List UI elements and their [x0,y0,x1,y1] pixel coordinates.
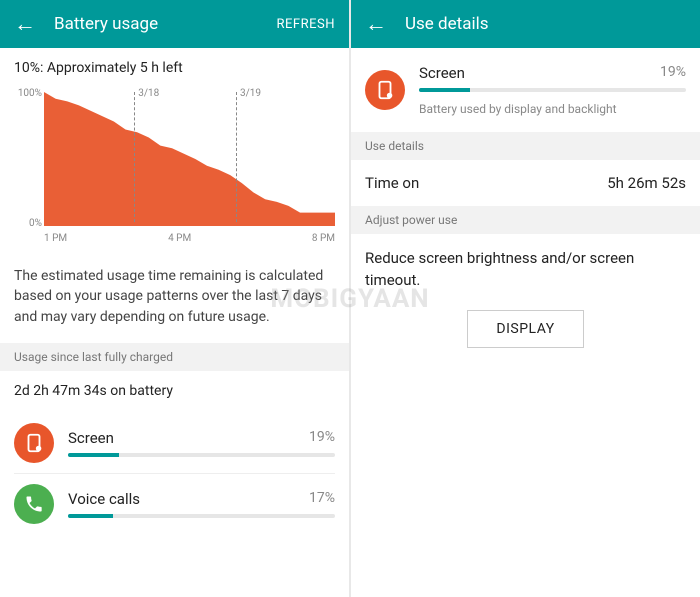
content: Screen 19% Battery used by display and b… [351,48,700,597]
x-label: 8 PM [312,233,335,244]
x-label: 4 PM [168,233,191,244]
battery-chart[interactable]: 100% 0% 3/18 3/19 1 PM 4 PM 8 PM [14,88,335,248]
usage-item-body: Voice calls 17% [68,490,335,518]
advice-text: Reduce screen brightness and/or screen t… [351,234,700,310]
usage-bar [68,453,335,457]
detail-pct: 19% [660,64,686,82]
phone-icon [14,484,54,524]
screen-icon [14,423,54,463]
date-marker-line [236,92,237,222]
estimate-description: The estimated usage time remaining is ca… [0,260,349,343]
content: 10%: Approximately 5 h left 100% 0% 3/18… [0,48,349,597]
section-use-details: Use details [351,132,700,160]
header: ← Use details [351,0,700,48]
usage-item-voice[interactable]: Voice calls 17% [0,474,349,534]
refresh-action[interactable]: REFRESH [277,17,335,32]
section-adjust-power: Adjust power use [351,206,700,234]
battery-curve-svg [44,92,335,226]
usage-item-screen[interactable]: Screen 19% [0,413,349,473]
detail-sub: Battery used by display and backlight [419,102,686,116]
header-title: Battery usage [54,14,259,34]
back-icon[interactable]: ← [365,11,387,37]
usage-item-name: Voice calls [68,490,140,508]
usage-bar [68,514,335,518]
header-title: Use details [405,14,686,34]
usage-item-name: Screen [68,429,114,447]
header: ← Battery usage REFRESH [0,0,349,48]
date-marker-label: 3/18 [138,88,159,99]
usage-item-pct: 17% [309,490,335,508]
time-on-label: Time on [365,174,419,192]
use-details-screen: ← Use details Screen 19% Battery used by… [351,0,700,597]
display-button[interactable]: DISPLAY [467,310,583,348]
on-battery-time: 2d 2h 47m 34s on battery [0,371,349,413]
back-icon[interactable]: ← [14,11,36,37]
y-label-100: 100% [18,88,42,99]
detail-name: Screen [419,64,465,82]
y-label-0: 0% [29,218,42,229]
section-usage-since: Usage since last fully charged [0,343,349,371]
usage-item-body: Screen 19% [68,429,335,457]
detail-header: Screen 19% Battery used by display and b… [351,48,700,132]
time-on-value: 5h 26m 52s [607,174,686,192]
battery-status: 10%: Approximately 5 h left [0,48,349,88]
date-marker-label: 3/19 [240,88,261,99]
usage-item-pct: 19% [309,429,335,447]
button-row: DISPLAY [351,310,700,368]
battery-usage-screen: ← Battery usage REFRESH 10%: Approximate… [0,0,349,597]
x-label: 1 PM [44,233,67,244]
time-on-row: Time on 5h 26m 52s [351,160,700,206]
screen-icon [365,70,405,110]
detail-bar [419,88,686,92]
date-marker-line [134,92,135,222]
